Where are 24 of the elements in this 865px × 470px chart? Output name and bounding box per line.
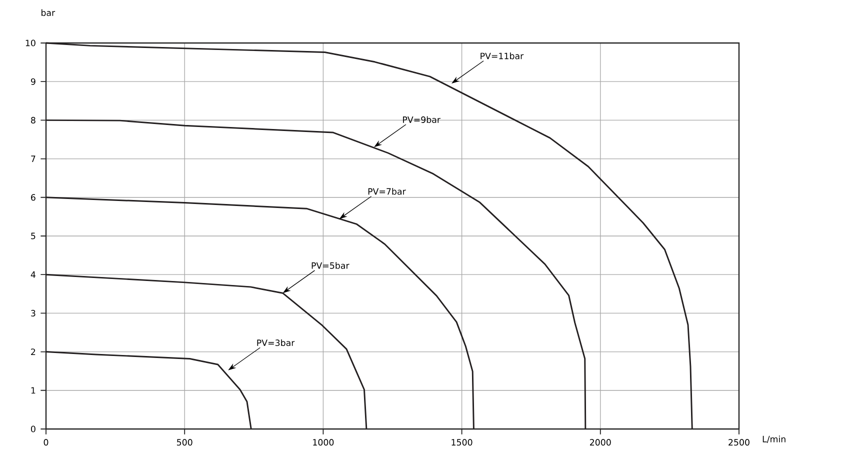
x-tick-label: 1000 [313,439,334,446]
y-tick-label: 9 [30,78,36,85]
y-axis-title: bar [42,9,56,16]
y-tick-label: 2 [31,348,36,355]
y-tick-label: 4 [30,271,36,278]
annotation: PV=7bar [368,188,406,195]
annotation: PV=3bar [257,339,295,346]
y-tick-label: 1 [31,387,36,394]
x-tick-label: 0 [44,439,48,446]
x-tick-label: 500 [177,439,192,446]
annotation: PV=11bar [480,52,524,60]
y-tick-label: 5 [31,232,36,240]
y-tick-label: 8 [31,116,36,124]
annotation: PV=5bar [312,262,350,269]
y-tick-label: 6 [31,194,36,201]
y-tick-label: 10 [26,40,36,46]
x-tick-label: 2500 [728,439,750,446]
x-tick-label: 2000 [590,439,611,446]
annotation: PV=9bar [403,116,440,123]
x-axis-title: L/min [762,436,786,444]
y-tick-label: 7 [31,156,36,162]
x-tick-label: 1500 [452,439,472,446]
y-tick-label: 3 [31,310,36,316]
y-tick-label: 0 [31,426,36,432]
